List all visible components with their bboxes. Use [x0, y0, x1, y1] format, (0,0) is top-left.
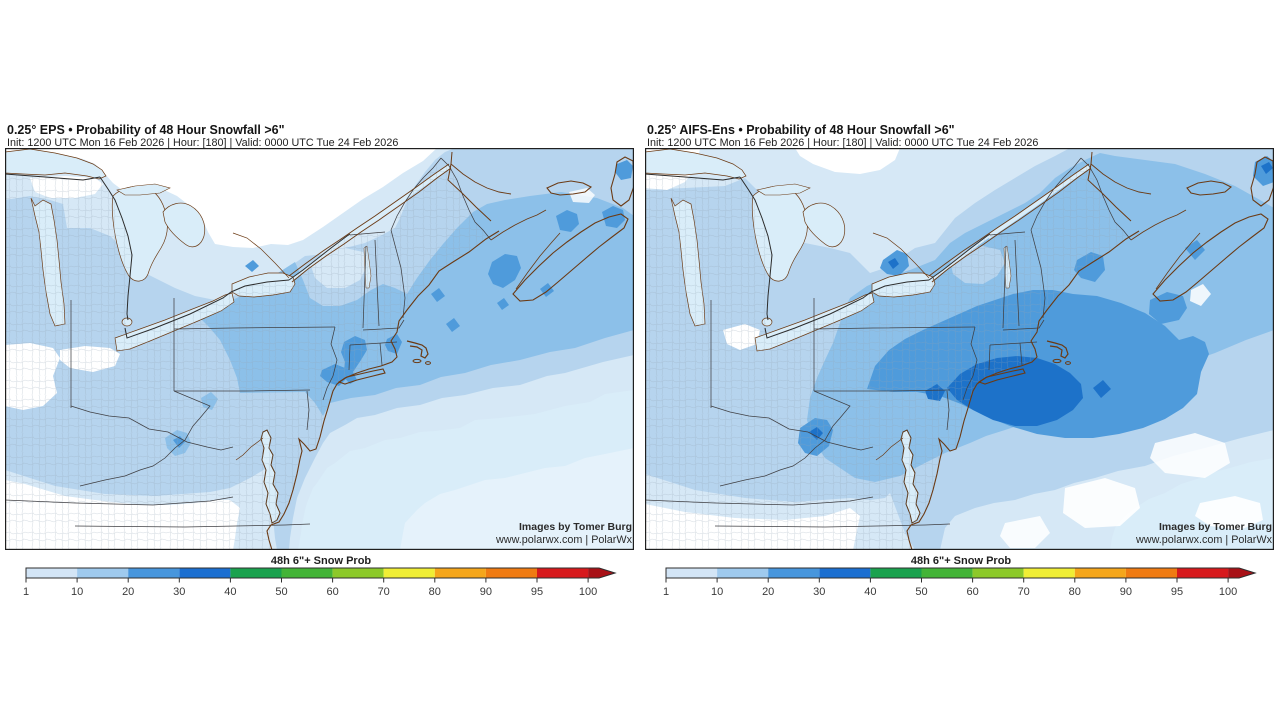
- svg-text:40: 40: [224, 586, 236, 598]
- svg-text:www.polarwx.com | PolarWx: www.polarwx.com | PolarWx: [1135, 534, 1273, 546]
- svg-text:60: 60: [966, 586, 978, 598]
- svg-text:48h 6"+ Snow Prob: 48h 6"+ Snow Prob: [911, 555, 1012, 567]
- svg-text:90: 90: [1120, 586, 1132, 598]
- svg-text:80: 80: [1069, 586, 1081, 598]
- svg-text:100: 100: [1219, 586, 1237, 598]
- svg-text:1: 1: [23, 586, 29, 598]
- svg-text:10: 10: [711, 586, 723, 598]
- svg-text:50: 50: [915, 586, 927, 598]
- svg-text:30: 30: [173, 586, 185, 598]
- svg-text:60: 60: [326, 586, 338, 598]
- svg-text:100: 100: [579, 586, 597, 598]
- svg-text:30: 30: [813, 586, 825, 598]
- svg-text:20: 20: [762, 586, 774, 598]
- svg-text:48h 6"+ Snow Prob: 48h 6"+ Snow Prob: [271, 555, 372, 567]
- svg-text:20: 20: [122, 586, 134, 598]
- svg-text:10: 10: [71, 586, 83, 598]
- svg-text:Images by Tomer Burg: Images by Tomer Burg: [1159, 521, 1272, 533]
- svg-text:95: 95: [531, 586, 543, 598]
- svg-text:www.polarwx.com | PolarWx: www.polarwx.com | PolarWx: [495, 534, 633, 546]
- svg-text:70: 70: [1018, 586, 1030, 598]
- svg-text:80: 80: [429, 586, 441, 598]
- svg-text:50: 50: [275, 586, 287, 598]
- svg-text:40: 40: [864, 586, 876, 598]
- svg-text:1: 1: [663, 586, 669, 598]
- svg-text:70: 70: [378, 586, 390, 598]
- svg-text:Images by Tomer Burg: Images by Tomer Burg: [519, 521, 632, 533]
- svg-text:95: 95: [1171, 586, 1183, 598]
- svg-text:90: 90: [480, 586, 492, 598]
